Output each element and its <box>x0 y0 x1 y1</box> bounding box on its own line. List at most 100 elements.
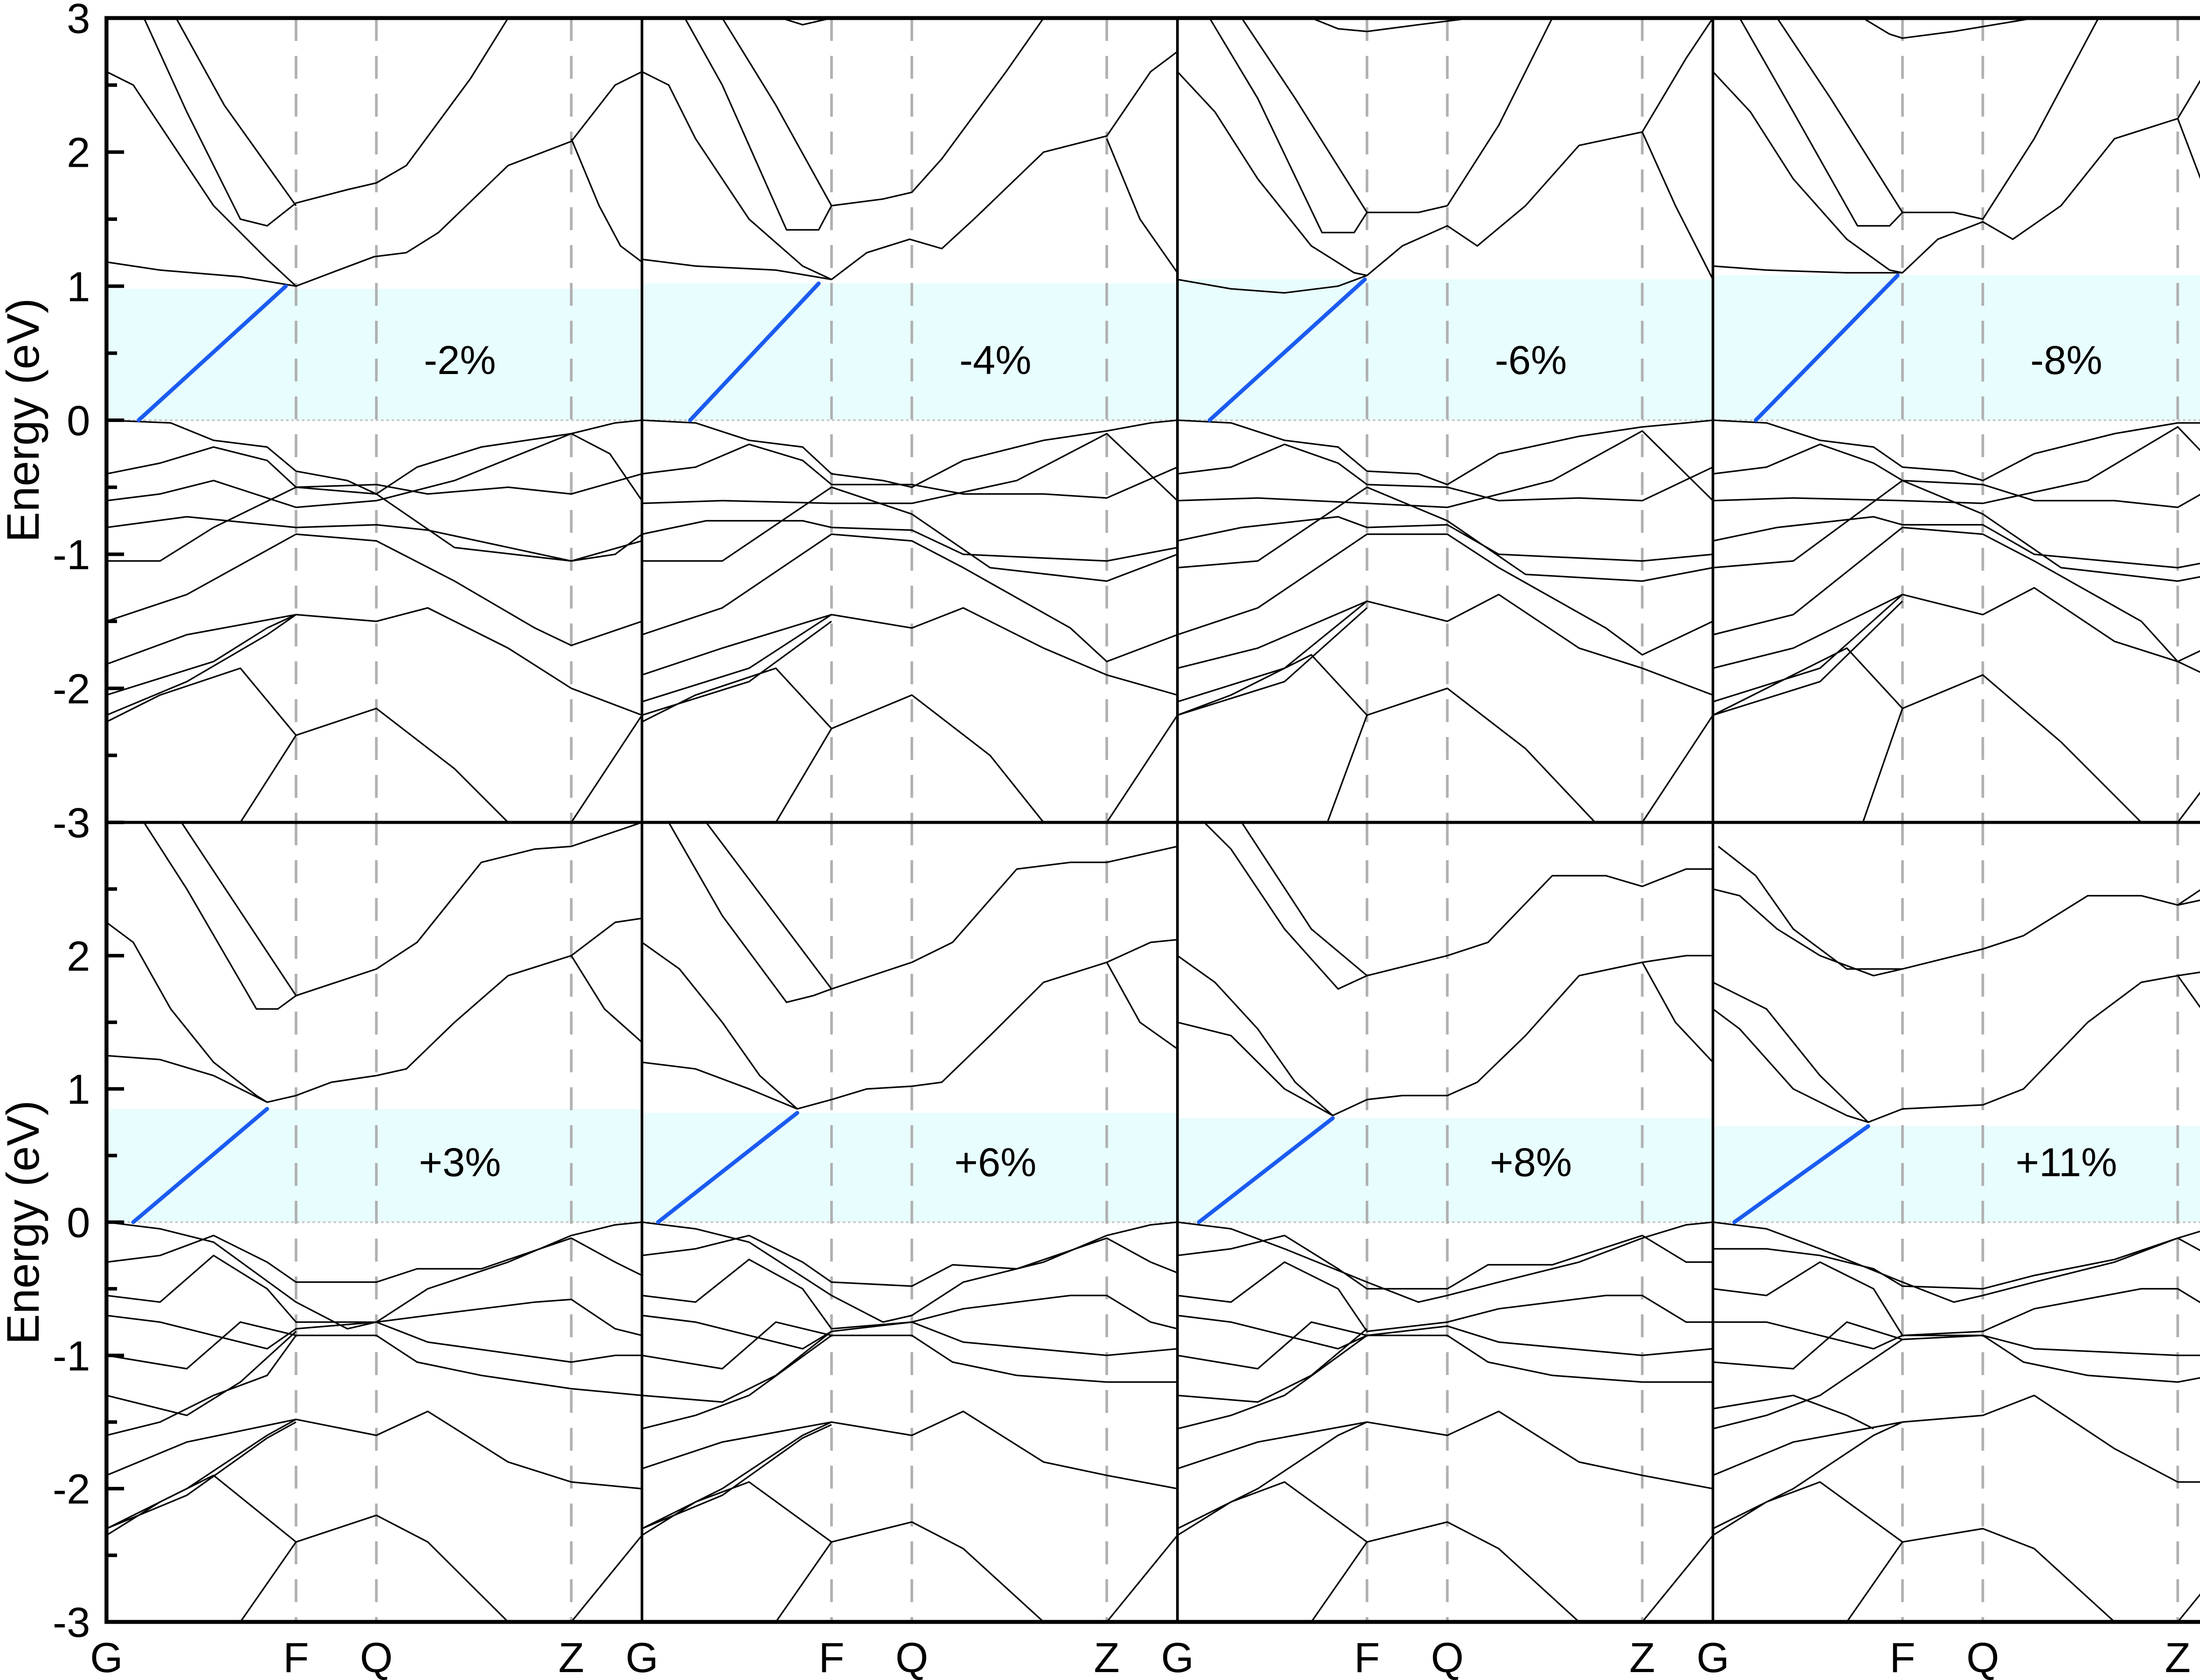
band-lines-layer <box>106 17 2200 1623</box>
valence-band <box>1177 486 1713 582</box>
y-tick-label: 1 <box>67 263 90 310</box>
valence-band <box>1177 1421 1368 1530</box>
valence-band <box>1177 1335 1368 1430</box>
valence-band <box>106 1421 297 1530</box>
band-gap-shade <box>1177 1118 1713 1222</box>
valence-band <box>775 1541 832 1622</box>
valence-band <box>106 667 509 823</box>
y-tick-label: 1 <box>67 1066 90 1113</box>
valence-band <box>1177 533 1713 656</box>
valence-band <box>642 614 832 703</box>
conduction-band <box>642 51 1178 280</box>
valence-band <box>642 419 1178 488</box>
y-tick-label: 0 <box>67 397 90 444</box>
conduction-band <box>1712 888 2200 977</box>
kpoint-label: F <box>818 1634 844 1680</box>
indirect-transition-arrow <box>1732 1124 1870 1224</box>
strain-label: +11% <box>2016 1140 2117 1185</box>
kpoint-label: Z <box>558 1634 584 1680</box>
y-tick-label: -2 <box>53 665 90 712</box>
valence-band <box>642 433 1178 504</box>
conduction-band <box>1718 846 1903 970</box>
valence-band <box>1712 1421 1903 1530</box>
kpoint-label: F <box>1889 1634 1915 1680</box>
conduction-band <box>1177 1021 1333 1116</box>
axes-frame-layer <box>104 16 2200 1624</box>
conduction-band <box>1177 18 1714 276</box>
y-tick-label: 3 <box>67 0 90 42</box>
conduction-band <box>175 18 297 206</box>
strain-label: -4% <box>959 338 1031 383</box>
valence-band <box>1177 594 1713 696</box>
indirect-transition-arrow <box>136 284 288 422</box>
valence-band <box>1106 715 1178 823</box>
valence-band <box>1310 1541 1368 1622</box>
conduction-band <box>570 138 643 263</box>
strain-label: +6% <box>954 1140 1037 1185</box>
valence-band <box>1177 1410 1713 1489</box>
valence-band <box>1712 594 1903 703</box>
valence-band <box>1712 526 2200 663</box>
conduction-band <box>143 18 509 227</box>
valence-band <box>775 728 832 823</box>
valence-band <box>106 486 643 562</box>
valence-band <box>106 533 642 646</box>
valence-band <box>1177 1221 1713 1303</box>
y-tick-label: -1 <box>53 532 90 579</box>
conduction-band <box>1177 955 1713 1116</box>
y-tick-label: -1 <box>53 1332 90 1379</box>
valence-band <box>642 486 1178 582</box>
conduction-band <box>2177 975 2200 1009</box>
conduction-band <box>1712 265 1903 274</box>
indirect-transition-arrow <box>131 1107 269 1224</box>
valence-band <box>570 715 643 823</box>
valence-band <box>239 1541 297 1622</box>
valence-band <box>1177 1328 1368 1403</box>
valence-band <box>1712 419 2200 481</box>
kpoint-label: F <box>283 1634 309 1680</box>
band-gap-shade <box>1713 1126 2200 1222</box>
conduction-band <box>570 955 643 1043</box>
y-tick-label: -2 <box>53 1466 90 1513</box>
valence-band <box>1713 1321 2200 1357</box>
y-tick-label: 0 <box>67 1199 90 1247</box>
conduction-band <box>1106 138 1178 273</box>
conduction-band <box>1712 981 1869 1123</box>
valence-band <box>1641 715 1714 823</box>
conduction-band <box>1209 18 1553 234</box>
conduction-band <box>1776 18 1903 213</box>
conduction-band <box>1862 17 2035 39</box>
kpoint-label: Q <box>360 1634 393 1680</box>
indirect-transition-arrow <box>1753 273 1900 422</box>
valence-band <box>106 446 642 495</box>
band-gap-shade <box>642 283 1177 420</box>
valence-band <box>642 667 1045 823</box>
valence-band <box>1712 1321 2200 1383</box>
kpoint-label: G <box>1161 1634 1194 1680</box>
conduction-band <box>781 17 832 26</box>
conduction-band <box>1641 962 1714 1063</box>
valence-band <box>1177 516 1713 562</box>
valence-band <box>106 516 642 562</box>
valence-band <box>106 614 297 696</box>
valence-band <box>571 1535 643 1623</box>
conduction-band <box>106 71 642 287</box>
valence-band <box>1862 708 1903 823</box>
kpoint-label: Z <box>1094 1634 1120 1680</box>
conduction-band <box>1106 962 1178 1050</box>
kpoint-label: Q <box>895 1634 928 1680</box>
valence-band <box>1712 516 2200 569</box>
conduction-band <box>1739 18 2099 227</box>
conduction-band <box>1311 17 1472 33</box>
valence-band <box>1642 1535 1714 1623</box>
valence-band <box>1712 1394 2200 1483</box>
valence-band <box>1177 607 1368 716</box>
valence-band <box>1177 1481 1580 1623</box>
valence-band <box>1177 1321 1713 1383</box>
kpoint-label: Q <box>1431 1634 1464 1680</box>
kpoint-label: F <box>1354 1634 1380 1680</box>
valence-band <box>106 607 642 716</box>
valence-band <box>1177 430 1714 508</box>
